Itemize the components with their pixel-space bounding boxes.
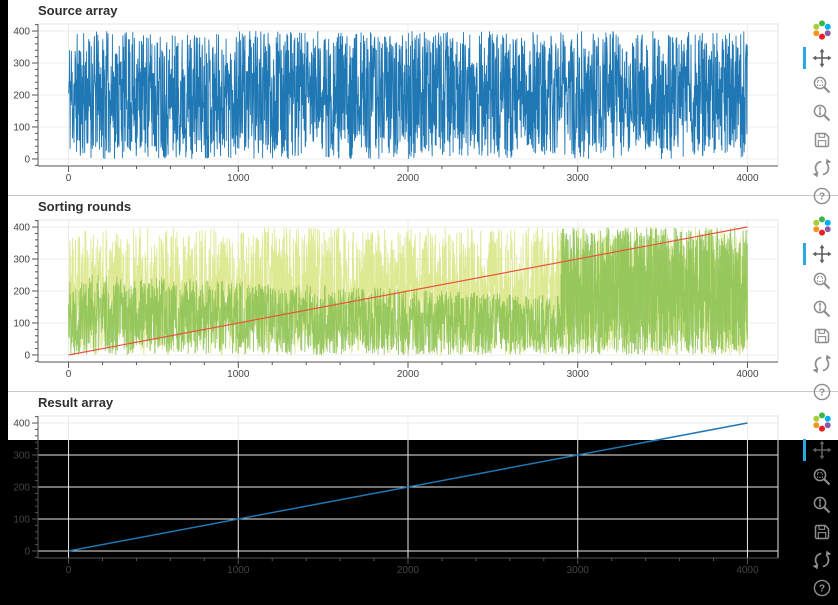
y-tick-label: 400 — [13, 419, 30, 430]
x-tick-label: 4000 — [736, 173, 759, 184]
y-tick-label: 300 — [13, 255, 30, 266]
y-tick-label: 0 — [24, 546, 30, 557]
bokeh-logo-icon — [813, 20, 831, 40]
x-tick-label: 2000 — [397, 369, 420, 380]
x-tick-label: 0 — [66, 565, 72, 576]
tool-wheel-zoom[interactable] — [810, 297, 834, 321]
svg-text:?: ? — [819, 386, 825, 398]
x-tick-label: 2000 — [397, 565, 420, 576]
tool-help[interactable]: ? — [810, 184, 834, 208]
figure-result-array: Result array 0 1000 2000 3000 4000 0 100 200 300… — [8, 392, 838, 596]
plot-toolbar-source-array: ? — [803, 0, 838, 204]
help-icon: ? — [813, 187, 831, 204]
result-array-plot[interactable]: 0 1000 2000 3000 4000 0 100 200 300 400 — [8, 410, 806, 586]
tool-bokeh-logo[interactable] — [810, 410, 834, 434]
wheel-zoom-icon — [813, 104, 831, 122]
y-tick-label: 0 — [24, 350, 30, 361]
tool-save[interactable] — [810, 520, 834, 544]
pan-icon — [812, 440, 832, 460]
tool-wheel-zoom[interactable] — [810, 101, 834, 125]
y-tick-label: 100 — [13, 514, 30, 525]
pan-icon — [812, 244, 832, 264]
tool-box-zoom[interactable] — [810, 73, 834, 97]
sorting-rounds-plot[interactable]: 0 1000 2000 3000 4000 0 100 200 300 400 — [8, 214, 806, 390]
plot-toolbar-sorting-rounds: ? — [803, 196, 838, 400]
chart-title-source-array: Source array — [38, 3, 118, 18]
tool-reset[interactable] — [810, 156, 834, 180]
tool-pan[interactable] — [803, 242, 834, 266]
bokeh-logo-icon — [813, 412, 831, 432]
help-icon: ? — [813, 383, 831, 400]
plot-toolbar-result-array: ? — [803, 392, 838, 596]
box-zoom-icon — [813, 468, 831, 486]
chart-title-result-array: Result array — [38, 395, 114, 410]
x-tick-label: 4000 — [736, 565, 759, 576]
y-tick-label: 100 — [13, 122, 30, 133]
help-icon: ? — [813, 579, 831, 596]
save-icon — [814, 329, 830, 344]
bokeh-document: Source array 0 1000 2000 3000 4000 0 100 200 300… — [8, 0, 838, 596]
y-tick-label: 400 — [13, 223, 30, 234]
x-tick-label: 1000 — [227, 173, 250, 184]
tool-save[interactable] — [810, 324, 834, 348]
svg-text:?: ? — [819, 582, 825, 594]
y-tick-label: 200 — [13, 91, 30, 102]
x-tick-label: 1000 — [227, 369, 250, 380]
chart-title-sorting-rounds: Sorting rounds — [38, 199, 132, 214]
tool-wheel-zoom[interactable] — [810, 493, 834, 517]
y-tick-label: 200 — [13, 483, 30, 494]
bokeh-logo-icon — [813, 216, 831, 236]
box-zoom-icon — [813, 76, 831, 94]
y-tick-label: 0 — [24, 154, 30, 165]
tool-help[interactable]: ? — [810, 380, 834, 404]
x-tick-label: 2000 — [397, 173, 420, 184]
y-tick-label: 100 — [13, 318, 30, 329]
x-tick-label: 0 — [66, 173, 72, 184]
tool-help[interactable]: ? — [810, 576, 834, 600]
tool-box-zoom[interactable] — [810, 269, 834, 293]
tool-reset[interactable] — [810, 352, 834, 376]
tool-bokeh-logo[interactable] — [810, 18, 834, 42]
reset-icon — [812, 158, 832, 178]
y-tick-label: 400 — [13, 27, 30, 38]
figure-sorting-rounds: Sorting rounds 0 1000 2000 3000 4000 0 100 200 3… — [8, 196, 838, 400]
svg-text:?: ? — [819, 190, 825, 202]
pan-icon — [812, 48, 832, 68]
reset-icon — [812, 550, 832, 570]
tool-pan[interactable] — [803, 46, 834, 70]
x-tick-label: 1000 — [227, 565, 250, 576]
tool-box-zoom[interactable] — [810, 465, 834, 489]
save-icon — [814, 525, 830, 540]
source-array-plot[interactable]: 0 1000 2000 3000 4000 0 100 200 300 400 — [8, 18, 806, 194]
y-tick-label: 300 — [13, 59, 30, 70]
box-zoom-icon — [813, 272, 831, 290]
wheel-zoom-icon — [813, 300, 831, 318]
x-tick-label: 3000 — [567, 173, 590, 184]
x-tick-label: 3000 — [567, 369, 590, 380]
x-tick-label: 4000 — [736, 369, 759, 380]
y-tick-label: 200 — [13, 287, 30, 298]
x-tick-label: 3000 — [567, 565, 590, 576]
tool-bokeh-logo[interactable] — [810, 214, 834, 238]
save-icon — [814, 133, 830, 148]
y-tick-label: 300 — [13, 451, 30, 462]
x-tick-label: 0 — [66, 369, 72, 380]
tool-pan[interactable] — [803, 438, 834, 462]
wheel-zoom-icon — [813, 496, 831, 514]
figure-source-array: Source array 0 1000 2000 3000 4000 0 100 200 300… — [8, 0, 838, 204]
reset-icon — [812, 354, 832, 374]
tool-reset[interactable] — [810, 548, 834, 572]
tool-save[interactable] — [810, 128, 834, 152]
